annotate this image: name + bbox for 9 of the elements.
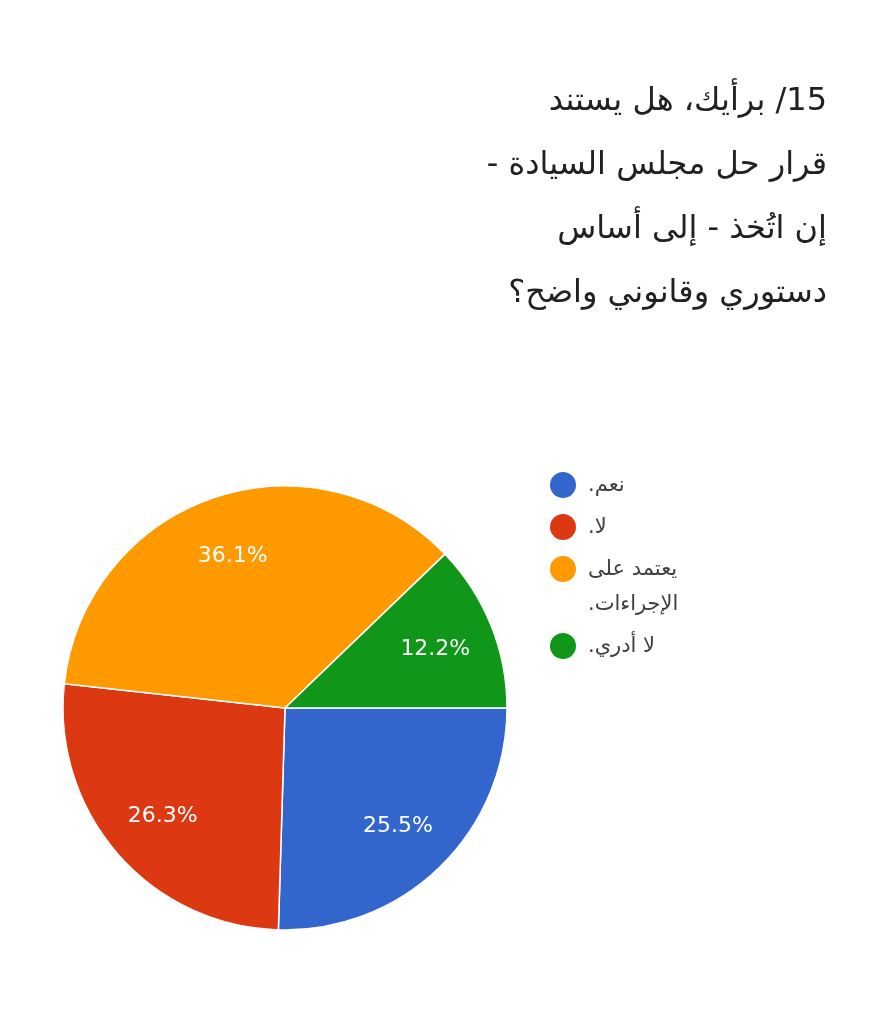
data-label: 25.5% bbox=[362, 811, 433, 837]
legend-label: نعم. bbox=[588, 471, 626, 498]
legend-label: يعتمد على الإجراءات. bbox=[588, 555, 680, 617]
data-label: 12.2% bbox=[400, 634, 471, 660]
data-label: 36.1% bbox=[197, 542, 268, 568]
data-label: 26.3% bbox=[127, 801, 198, 827]
legend-label: لا أدري. bbox=[588, 630, 657, 659]
legend-label: لا. bbox=[588, 513, 608, 540]
title: 15/ برأيك، هل يستند قرار حل مجلس السيادة - إن اتُخذ - إلى أساس دستوري وقانوني واضح؟ bbox=[485, 77, 827, 312]
